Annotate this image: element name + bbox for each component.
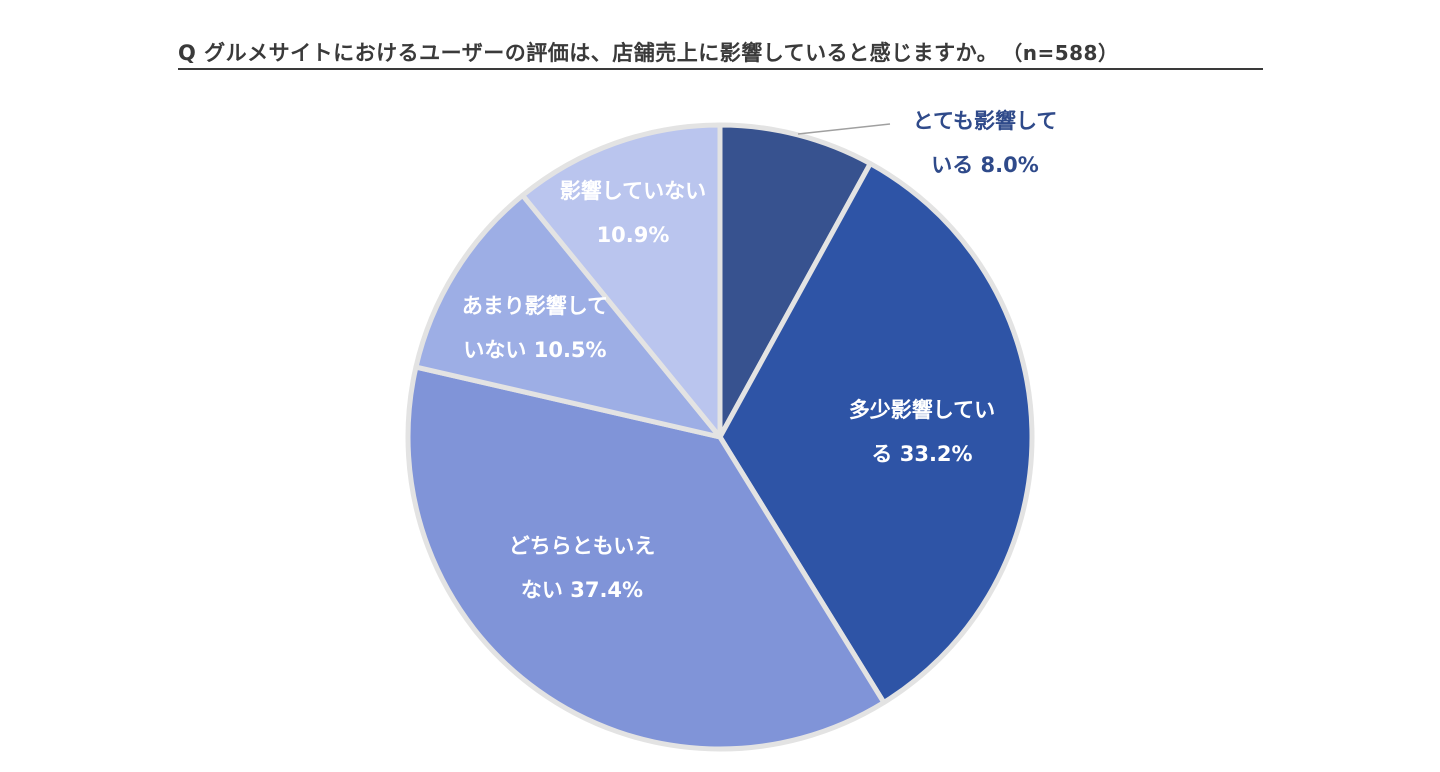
pie-slice-4: [413, 192, 723, 440]
pie-slice-label-line1: 影響していない: [560, 179, 706, 203]
pie-slice-label-line1: あまり影響して: [462, 294, 608, 318]
pie-slice-2: [717, 161, 1035, 706]
pie-leader-line-1: [797, 123, 891, 135]
pie-slice-label-1: とても影響している 8.0%: [913, 109, 1058, 177]
chart-title: Q グルメサイトにおけるユーザーの評価は、店舗売上に影響していると感じますか。 （…: [178, 38, 1263, 70]
pie-slice-label-4: あまり影響していない 10.5%: [462, 294, 608, 362]
chart-sample-size: （n=588）: [1012, 41, 1119, 65]
pie-slice-label-3: どちらともいえない 37.4%: [509, 534, 656, 602]
pie-slice-5: [520, 122, 723, 440]
chart-title-text: Q グルメサイトにおけるユーザーの評価は、店舗売上に影響していると感じますか。: [178, 41, 999, 65]
pie-slice-label-line1: 多少影響してい: [849, 398, 995, 422]
pie-slice-label-line2: ない 37.4%: [521, 578, 643, 602]
pie-slice-label-line1: どちらともいえ: [509, 534, 656, 558]
pie-slice-1: [717, 122, 873, 440]
pie-slice-label-line2: いる 8.0%: [931, 153, 1039, 177]
pie-slice-label-line2: る 33.2%: [871, 442, 972, 466]
pie-slice-label-line2: 10.9%: [597, 223, 670, 247]
pie-slice-label-5: 影響していない 10.9%: [560, 179, 706, 247]
pie-slice-label-2: 多少影響している 33.2%: [849, 398, 995, 466]
pie-labels: とても影響している 8.0% 多少影響している 33.2% どちらともいえない 37…: [462, 109, 1058, 602]
pie-slice-label-line2: いない 10.5%: [463, 338, 606, 362]
pie-slice-3: [405, 364, 887, 752]
pie-slice-label-line1: とても影響して: [913, 109, 1058, 133]
pie-slices: [405, 122, 1035, 752]
pie-leader-lines: [797, 123, 891, 135]
